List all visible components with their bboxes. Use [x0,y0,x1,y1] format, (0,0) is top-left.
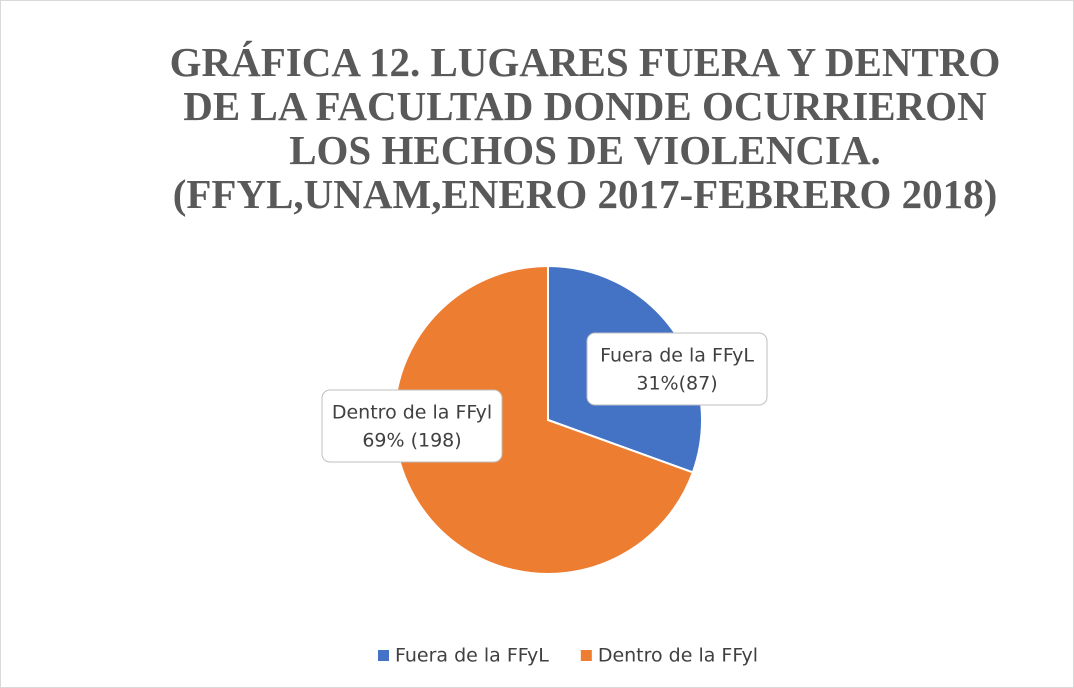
legend-label: Fuera de la FFyL [395,645,549,667]
data-label-name: Dentro de la FFyl [332,402,492,424]
legend-swatch [580,650,592,661]
legend-label: Dentro de la FFyl [598,645,758,667]
data-label-box [586,332,768,406]
legend-swatch [378,650,389,661]
data-label-name: Fuera de la FFyL [600,345,754,367]
chart-title: GRÁFICA 12. LUGARES FUERA Y DENTRO DE LA… [169,39,1001,217]
data-label-value: 31%(87) [636,373,717,395]
data-label-box [321,389,503,463]
pie-slice [393,264,695,575]
data-label-value: 69% (198) [362,430,461,452]
